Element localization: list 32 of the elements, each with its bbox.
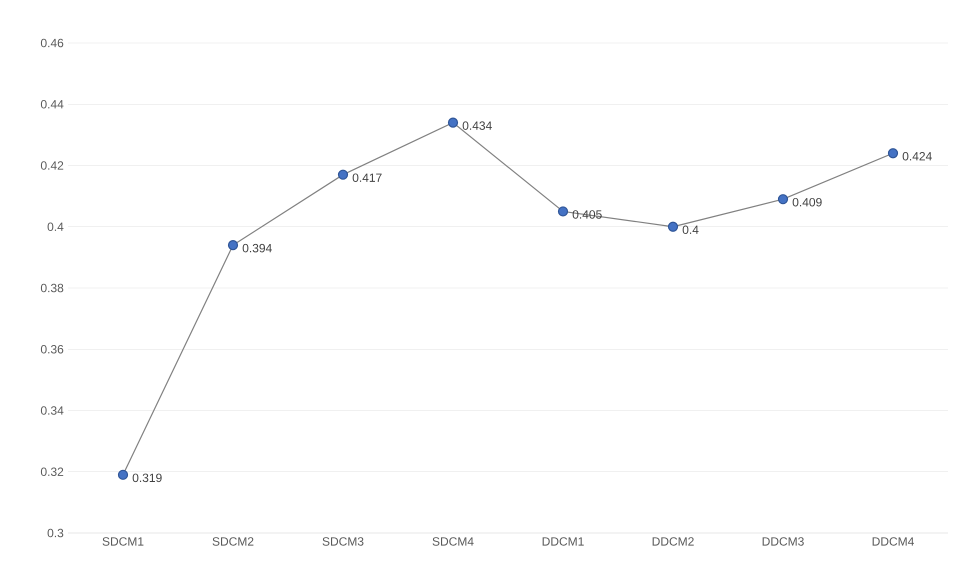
data-label: 0.4 [682, 226, 699, 234]
x-tick-label: SDCM3 [322, 537, 364, 546]
y-tick-label: 0.3 [48, 528, 64, 538]
x-tick-label: SDCM2 [212, 537, 254, 546]
y-tick-label: 0.36 [40, 345, 64, 354]
data-label: 0.417 [352, 173, 382, 182]
point [558, 206, 568, 217]
data-label: 0.409 [792, 198, 822, 206]
data-label: 0.319 [132, 474, 162, 482]
point [338, 170, 348, 180]
x-tick-label: DDCM4 [872, 537, 914, 546]
x-tick-label: DDCM1 [542, 537, 584, 546]
point [668, 222, 678, 232]
x-tick-label: SDCM4 [432, 537, 474, 546]
point [448, 118, 458, 128]
y-tick-label: 0.32 [40, 468, 64, 476]
x-tick-label: SDCM1 [102, 537, 144, 546]
y-tick-label: 0.38 [40, 284, 64, 292]
y-tick-label: 0.46 [40, 38, 64, 48]
y-tick-label: 0.42 [40, 161, 64, 170]
data-label: 0.394 [242, 244, 272, 252]
y-tick-label: 0.4 [48, 222, 64, 232]
x-tick-label: DDCM2 [652, 537, 694, 546]
point [118, 470, 128, 480]
point [228, 240, 238, 250]
data-label: 0.424 [902, 152, 932, 160]
data-label: 0.434 [462, 121, 492, 130]
y-tick-label: 0.34 [40, 406, 64, 415]
point [778, 194, 788, 204]
x-tick-label: DDCM3 [762, 537, 804, 546]
y-tick-label: 0.44 [40, 100, 64, 108]
point [888, 148, 898, 158]
